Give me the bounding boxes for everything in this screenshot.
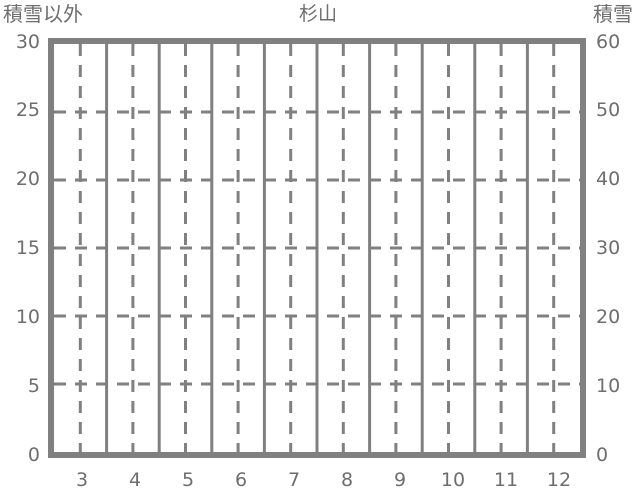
x-tick-9: 9: [393, 469, 407, 491]
x-tick-3: 3: [75, 469, 89, 491]
x-tick-8: 8: [340, 469, 354, 491]
grid-lines: [54, 44, 580, 452]
left-tick-30: 30: [15, 31, 40, 53]
x-tick-12: 12: [546, 469, 572, 491]
left-tick-15: 15: [15, 237, 40, 259]
x-tick-6: 6: [234, 469, 248, 491]
right-tick-10: 10: [596, 375, 621, 397]
x-tick-5: 5: [181, 469, 195, 491]
x-tick-4: 4: [128, 469, 142, 491]
right-tick-50: 50: [596, 99, 621, 121]
left-tick-25: 25: [15, 99, 40, 121]
x-tick-7: 7: [287, 469, 301, 491]
left-axis-title: 積雪以外: [3, 2, 83, 26]
left-tick-20: 20: [15, 168, 40, 190]
right-tick-60: 60: [596, 31, 621, 53]
right-axis-title: 積雪: [593, 2, 633, 26]
right-tick-0: 0: [596, 444, 609, 466]
left-tick-5: 5: [27, 375, 40, 397]
left-tick-0: 0: [27, 444, 40, 466]
x-tick-10: 10: [440, 469, 466, 491]
chart-title: 杉山: [298, 3, 337, 25]
right-tick-40: 40: [596, 168, 621, 190]
x-tick-11: 11: [493, 469, 519, 491]
plot-area: [48, 38, 586, 458]
right-tick-20: 20: [596, 306, 621, 328]
right-tick-30: 30: [596, 237, 621, 259]
left-tick-10: 10: [15, 306, 40, 328]
